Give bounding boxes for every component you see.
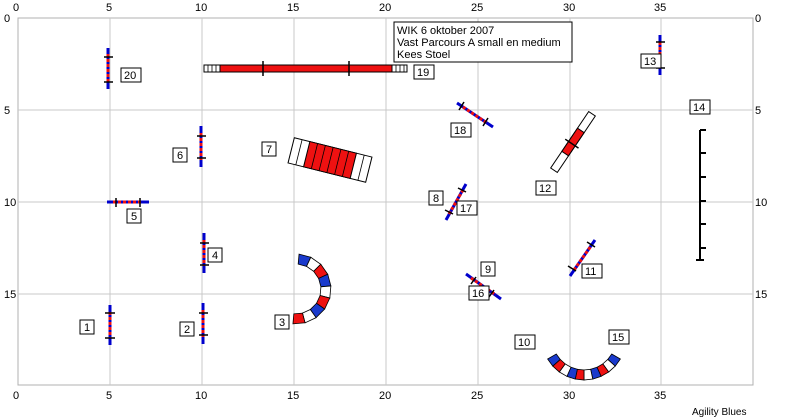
svg-text:4: 4 [212,250,218,262]
y-tick-left: 5 [4,105,10,117]
credit-text: Agility Blues [692,407,746,418]
tunnel-10 [547,353,621,381]
y-tick-left: 0 [4,13,10,25]
svg-text:12: 12 [539,183,551,195]
label-20: 20 [120,67,142,83]
svg-text:10: 10 [518,337,530,349]
x-tick-top: 20 [379,2,391,14]
number-labels: 1 2 3 4 5 6 7 8 9 10 11 12 13 14 15 16 1… [79,53,711,350]
x-tick-top: 10 [195,2,207,14]
label-2: 2 [179,321,195,337]
y-tick-left: 10 [4,197,16,209]
svg-text:7: 7 [266,144,272,156]
svg-text:2: 2 [184,324,190,336]
x-tick-bottom: 25 [471,390,483,402]
x-tick-bottom: 30 [563,390,575,402]
info-subtitle: Vast Parcours A small en medium [397,37,561,49]
dogwalk-19 [203,61,408,76]
svg-text:18: 18 [454,125,466,137]
label-15: 15 [608,329,630,345]
x-tick-bottom: 20 [379,390,391,402]
tunnel-3 [292,253,332,325]
jump-17 [444,183,468,221]
y-tick-right: 0 [755,13,761,25]
axis-labels: 0 5 10 15 20 25 30 35 0 5 10 15 20 25 30… [4,2,767,402]
info-author: Kees Stoel [397,49,450,61]
svg-text:8: 8 [433,193,439,205]
svg-text:16: 16 [472,288,484,300]
x-tick-top: 25 [471,2,483,14]
label-18: 18 [450,122,472,138]
svg-text:3: 3 [279,317,285,329]
y-tick-left: 15 [4,289,16,301]
label-5: 5 [126,208,142,224]
svg-text:19: 19 [417,67,429,79]
x-tick-bottom: 15 [287,390,299,402]
x-tick-bottom: 10 [195,390,207,402]
label-12: 12 [535,180,557,196]
jump-11 [567,239,597,277]
x-tick-top: 15 [287,2,299,14]
y-tick-right: 10 [755,197,767,209]
svg-text:20: 20 [124,70,136,82]
label-6: 6 [172,147,188,163]
label-8: 8 [428,190,444,206]
jump-4 [200,233,209,273]
y-tick-right: 15 [755,289,767,301]
label-14: 14 [689,99,711,115]
label-3: 3 [274,314,290,330]
svg-text:17: 17 [460,203,472,215]
info-box: WIK 6 oktober 2007 Vast Parcours A small… [393,21,573,63]
label-1: 1 [79,319,95,335]
x-tick-top: 30 [563,2,575,14]
label-17: 17 [456,200,478,216]
svg-text:14: 14 [693,102,705,114]
label-4: 4 [207,247,223,263]
x-tick-bottom: 0 [13,390,19,402]
label-16: 16 [468,285,490,301]
svg-text:9: 9 [485,264,491,276]
jump-18 [456,101,494,129]
jump-6 [197,126,206,167]
label-13: 13 [640,53,662,69]
y-tick-right: 5 [755,105,761,117]
seesaw-12 [549,110,597,174]
weave-14 [696,129,706,261]
x-tick-top: 0 [13,2,19,14]
jump-2 [199,303,208,344]
chute-7 [287,137,373,183]
label-7: 7 [261,141,277,157]
x-tick-top: 5 [106,2,112,14]
svg-text:13: 13 [644,56,656,68]
tunnel-segment [292,312,306,325]
x-tick-bottom: 35 [654,390,666,402]
info-title: WIK 6 oktober 2007 [397,25,494,37]
x-tick-top: 35 [654,2,666,14]
label-9: 9 [480,261,496,277]
label-11: 11 [581,263,603,279]
svg-text:11: 11 [585,266,596,278]
svg-text:1: 1 [84,322,90,334]
tunnel-segment [547,353,561,367]
svg-text:6: 6 [177,150,183,162]
x-tick-bottom: 5 [106,390,112,402]
svg-text:5: 5 [131,211,137,223]
jump-20 [104,48,113,89]
svg-text:15: 15 [612,332,624,344]
jump-5 [107,198,149,207]
label-10: 10 [514,334,536,350]
label-19: 19 [413,64,435,80]
jump-1 [105,305,115,345]
